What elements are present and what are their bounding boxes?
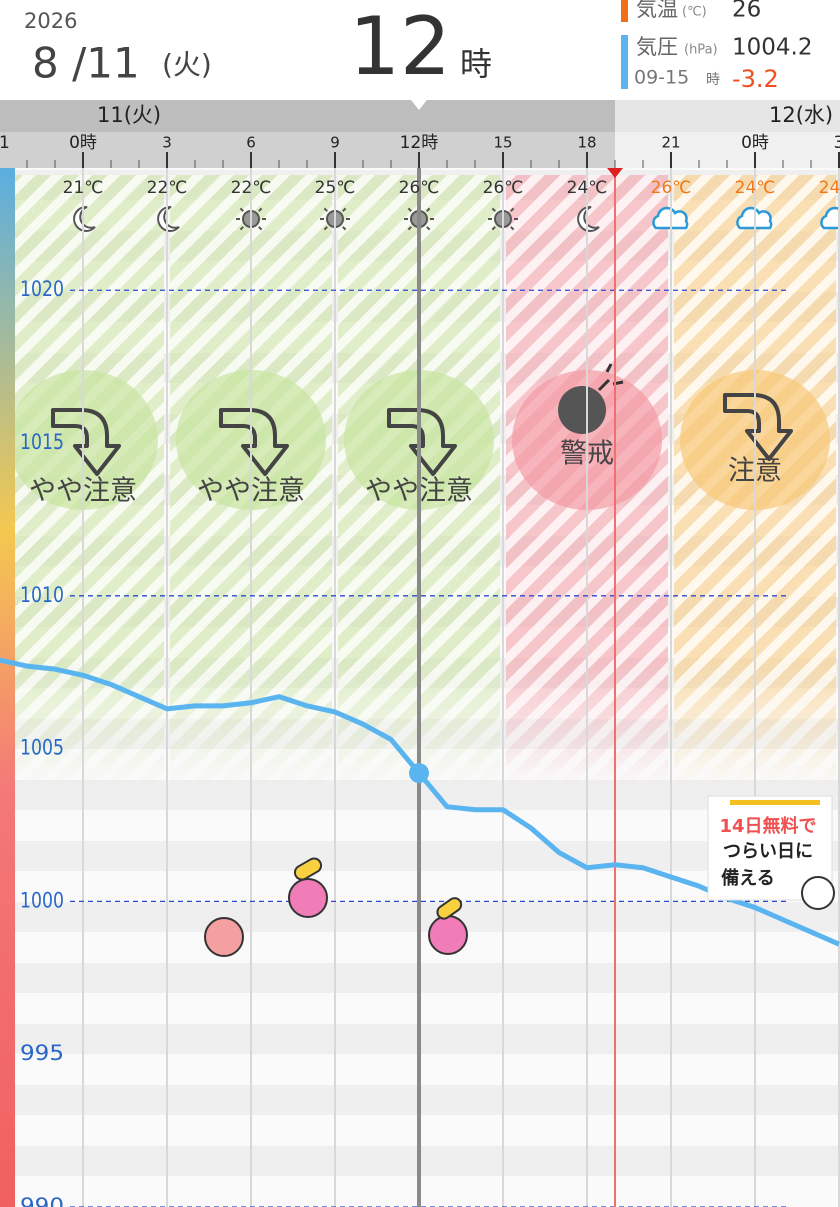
pressure-bar (621, 35, 628, 89)
x-tick-label: 3 (834, 133, 840, 153)
y-tick-label: 1020 (20, 277, 64, 301)
temperature: 26℃ (399, 178, 440, 198)
pressure-unit: (hPa) (684, 43, 718, 58)
plot (0, 657, 840, 947)
now-marker (607, 168, 623, 178)
temperature: 26℃ (483, 178, 524, 198)
day-label: 11(火) (97, 103, 161, 127)
pressure-value: 1004.2 (732, 35, 812, 61)
pressure-label: 気圧 (636, 35, 678, 59)
records (204, 857, 468, 957)
y-tick-label: 1005 (20, 736, 64, 760)
x-tick-label: 0時 (741, 133, 769, 153)
change-unit: 時 (706, 72, 720, 88)
record-face (428, 915, 468, 955)
temp-unit: (℃) (682, 5, 707, 20)
x-tick-label: 3 (162, 134, 172, 152)
arrow-icon (723, 393, 793, 461)
day-label: 12(水) (769, 103, 833, 127)
ad-text: つらい日に (723, 841, 813, 862)
y-tick-label: 990 (20, 1194, 64, 1207)
moon-icon (157, 205, 180, 232)
arrow-icon (219, 408, 289, 476)
arrow-icon (387, 408, 457, 476)
moon-icon (73, 205, 96, 232)
temp-label: 気温 (636, 0, 678, 21)
record-face (288, 878, 328, 918)
temperature: 21℃ (63, 178, 104, 198)
cloud-icon (820, 206, 840, 230)
y-tick-label: 995 (20, 1041, 64, 1065)
change-range: 09-15 (634, 67, 689, 89)
pill-icon (293, 857, 323, 881)
year: 2026 (24, 9, 77, 33)
x-tick-label: 21 (661, 134, 680, 152)
arrow-icon (51, 408, 121, 476)
axis: 11(火) 12(水) 21 0時 3 6 9 12時 15 18 21 0時 3 21℃ 22℃ 22℃ 25… (0, 103, 840, 198)
y-tick-label: 1000 (20, 888, 64, 912)
day-bar-future (615, 100, 840, 132)
temperature: 24℃ (735, 178, 776, 198)
mascot (801, 876, 835, 910)
header-bg (0, 0, 840, 100)
ad-text: 備える (721, 867, 774, 889)
ad-stripe (730, 800, 820, 805)
x-tick-label: 15 (493, 134, 512, 152)
temperature: 24℃ (819, 178, 840, 198)
hour-unit: 時 (460, 45, 492, 83)
day-bar (0, 100, 615, 132)
level-bar (0, 168, 15, 1207)
temp-bar (621, 0, 628, 22)
temperature: 24℃ (567, 178, 608, 198)
temp-value: 26 (732, 0, 761, 23)
x-tick-label: 21 (0, 133, 10, 153)
ad-banner[interactable]: 14日無料で つらい日に 備える (707, 795, 835, 910)
x-tick-label: 9 (330, 134, 340, 152)
x-tick-label: 6 (246, 134, 256, 152)
selected-point (409, 763, 429, 784)
ad-text: 14日無料で (719, 815, 816, 837)
y-tick-label: 1010 (20, 583, 64, 607)
weekday: (火) (162, 48, 212, 81)
record-face (204, 917, 244, 957)
grid: 1020 1015 1010 1005 1000 995 990 (20, 168, 840, 1207)
change-value: -3.2 (732, 65, 779, 93)
temperature: 26℃ (651, 178, 692, 198)
bomb-icon (558, 386, 606, 434)
x-tick-label: 12時 (400, 133, 439, 153)
selected-notch (411, 100, 427, 110)
y-tick-label: 1015 (20, 430, 64, 454)
moon-icon (577, 205, 600, 232)
date: 8 /11 (32, 39, 140, 88)
pill-icon (436, 897, 463, 920)
temperature: 22℃ (231, 178, 272, 198)
temperature: 22℃ (147, 178, 188, 198)
x-tick-label: 18 (577, 134, 596, 152)
temperature: 25℃ (315, 178, 356, 198)
x-tick-label: 0時 (69, 133, 97, 153)
hour: 12 (349, 0, 451, 93)
